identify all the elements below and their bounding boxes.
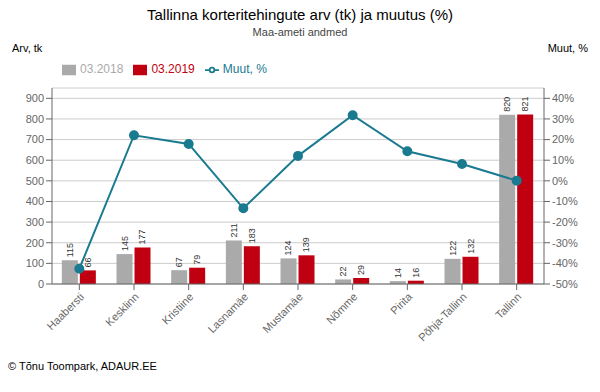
svg-text:79: 79 bbox=[192, 255, 202, 265]
svg-text:145: 145 bbox=[120, 236, 130, 251]
svg-text:14: 14 bbox=[393, 268, 403, 278]
svg-text:821: 821 bbox=[520, 97, 530, 112]
svg-text:-10%: -10% bbox=[552, 195, 578, 207]
html-text:Tallinna korteritehingute arv: Tallinna korteritehingute arv (tk) ja mu… bbox=[147, 6, 453, 23]
svg-text:Põhja-Tallinn: Põhja-Tallinn bbox=[416, 290, 469, 343]
svg-text:800: 800 bbox=[26, 113, 44, 125]
svg-text:-20%: -20% bbox=[552, 216, 578, 228]
svg-text:0: 0 bbox=[38, 278, 44, 290]
svg-text:177: 177 bbox=[138, 229, 148, 244]
html-text:03.2019: 03.2019 bbox=[151, 62, 195, 76]
svg-text:29: 29 bbox=[356, 265, 366, 275]
svg-text:-30%: -30% bbox=[552, 237, 578, 249]
svg-text:122: 122 bbox=[448, 241, 458, 256]
html-text:© Tõnu Toompark, ADAUR.EE: © Tõnu Toompark, ADAUR.EE bbox=[8, 360, 157, 372]
html-text:Maa-ameti andmed: Maa-ameti andmed bbox=[252, 26, 348, 38]
svg-text:820: 820 bbox=[502, 97, 512, 112]
svg-text:67: 67 bbox=[174, 257, 184, 267]
svg-text:16: 16 bbox=[411, 268, 421, 278]
svg-text:400: 400 bbox=[26, 195, 44, 207]
svg-text:Kristiine: Kristiine bbox=[159, 290, 195, 326]
svg-text:-50%: -50% bbox=[552, 278, 578, 290]
svg-text:900: 900 bbox=[26, 92, 44, 104]
svg-text:10%: 10% bbox=[552, 154, 574, 166]
svg-text:100: 100 bbox=[26, 257, 44, 269]
svg-text:Tallinn: Tallinn bbox=[493, 290, 524, 321]
svg-text:300: 300 bbox=[26, 216, 44, 228]
svg-text:Nõmme: Nõmme bbox=[324, 290, 360, 326]
svg-text:-40%: -40% bbox=[552, 257, 578, 269]
svg-text:0%: 0% bbox=[552, 175, 568, 187]
svg-text:20%: 20% bbox=[552, 133, 574, 145]
svg-text:Pirita: Pirita bbox=[388, 290, 415, 317]
html-text:Arv, tk: Arv, tk bbox=[12, 42, 43, 54]
svg-text:Mustamäe: Mustamäe bbox=[260, 290, 305, 335]
svg-text:115: 115 bbox=[65, 243, 75, 257]
html-text:Muut, %: Muut, % bbox=[547, 42, 588, 54]
html-text:Muut, %: Muut, % bbox=[222, 62, 267, 76]
html-text:03.2018: 03.2018 bbox=[80, 62, 124, 76]
svg-text:600: 600 bbox=[26, 154, 44, 166]
svg-text:Haabersti: Haabersti bbox=[44, 290, 86, 332]
svg-text:132: 132 bbox=[466, 239, 476, 254]
svg-text:211: 211 bbox=[229, 223, 239, 237]
svg-text:139: 139 bbox=[302, 237, 312, 252]
svg-text:40%: 40% bbox=[552, 92, 574, 104]
svg-text:Lasnamäe: Lasnamäe bbox=[205, 290, 250, 335]
svg-text:30%: 30% bbox=[552, 113, 574, 125]
svg-text:500: 500 bbox=[26, 175, 44, 187]
svg-text:200: 200 bbox=[26, 237, 44, 249]
svg-text:124: 124 bbox=[284, 240, 294, 255]
svg-text:66: 66 bbox=[83, 257, 93, 267]
svg-text:Kesklinn: Kesklinn bbox=[103, 290, 141, 328]
svg-text:700: 700 bbox=[26, 133, 44, 145]
svg-text:183: 183 bbox=[247, 228, 257, 243]
svg-text:22: 22 bbox=[338, 266, 348, 276]
